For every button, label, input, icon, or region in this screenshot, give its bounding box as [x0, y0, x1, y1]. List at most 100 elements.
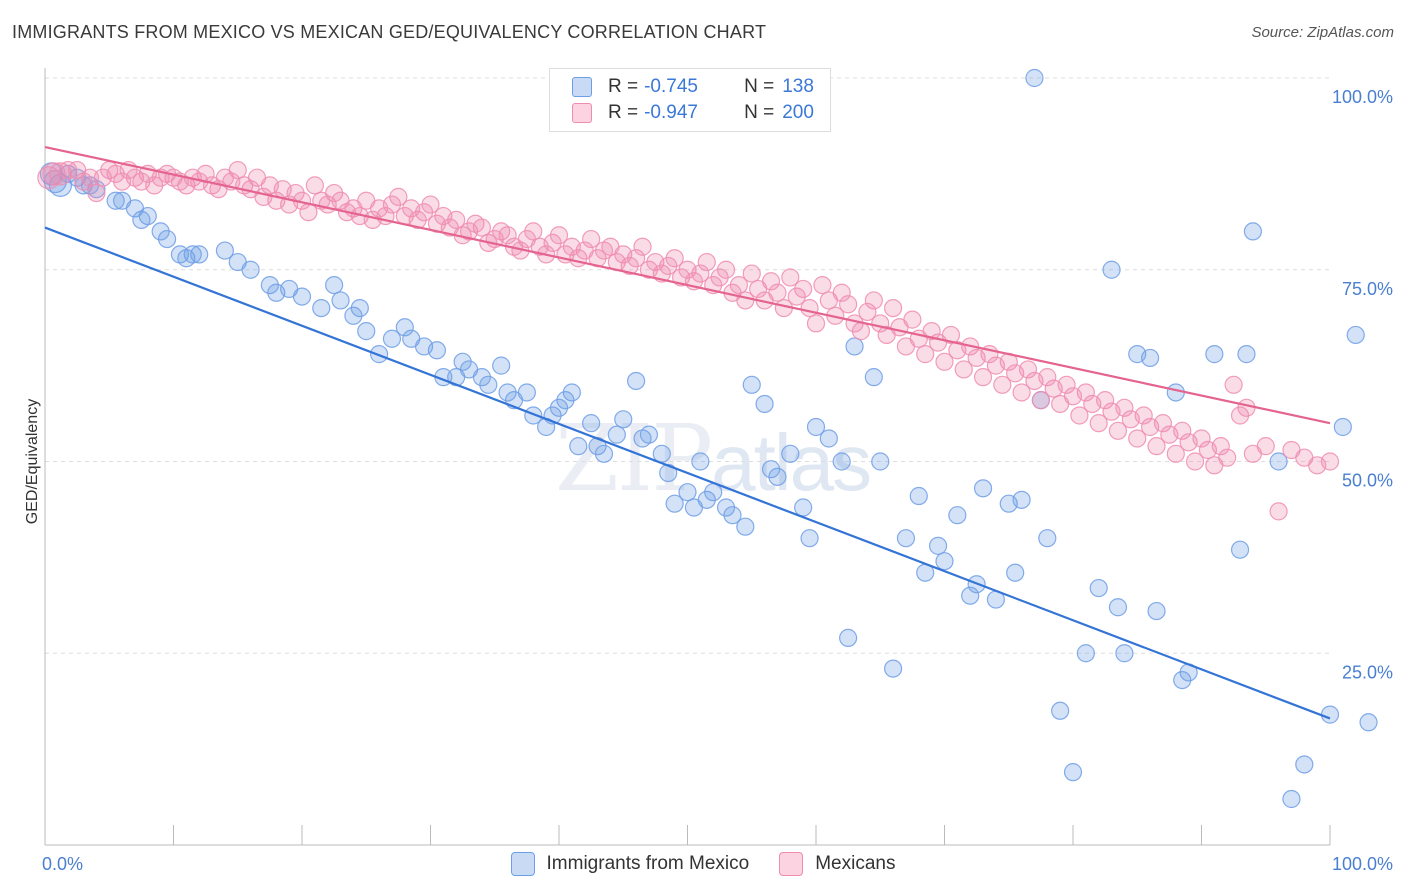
blue-swatch-icon [510, 852, 535, 876]
data-point [498, 226, 517, 245]
data-point [678, 483, 697, 502]
data-point [472, 218, 491, 237]
data-point [80, 168, 100, 187]
data-point [973, 479, 993, 498]
data-point [389, 187, 408, 206]
trend-line-mexicans [44, 145, 1331, 425]
data-point [1269, 502, 1288, 521]
stats-legend: R = -0.745 N = 138 R = -0.947 N = 200 [549, 68, 831, 132]
data-point [1115, 398, 1134, 417]
legend-label: Immigrants from Mexico [546, 853, 750, 874]
data-point [1115, 644, 1134, 663]
stats-legend-row-blue: R = -0.745 N = 138 [572, 74, 814, 100]
data-point [594, 444, 614, 463]
data-point [331, 291, 350, 310]
data-point [941, 325, 961, 345]
stats-legend-row-pink: R = -0.947 N = 200 [572, 100, 814, 126]
legend-item-immigrants[interactable]: Immigrants from Mexico [510, 852, 750, 876]
data-point [157, 229, 177, 249]
data-point [742, 264, 761, 283]
data-point [427, 341, 447, 360]
data-point [177, 249, 196, 268]
data-point [607, 425, 626, 444]
data-point [492, 356, 511, 375]
data-point [948, 506, 967, 525]
pink-swatch-icon [779, 852, 804, 876]
data-point [935, 552, 954, 571]
data-point [357, 322, 376, 341]
data-point [1147, 601, 1166, 621]
data-point [839, 628, 858, 648]
data-point [1243, 222, 1263, 241]
pink-swatch-icon [572, 103, 592, 123]
data-point [517, 383, 536, 402]
y-tick-label: 75.0% [1342, 279, 1393, 299]
data-point [582, 229, 601, 249]
chart-title: IMMIGRANTS FROM MEXICO VS MEXICAN GED/EQ… [12, 22, 767, 42]
data-point [1237, 345, 1256, 364]
data-point [1102, 260, 1121, 279]
data-point [132, 210, 151, 229]
data-point [1269, 452, 1288, 471]
data-point [1057, 375, 1076, 394]
data-point [794, 279, 813, 299]
chart-source: Source: ZipAtlas.com [1251, 24, 1394, 41]
data-point [479, 375, 498, 394]
data-point [961, 586, 980, 605]
data-point [800, 529, 819, 548]
data-point [916, 345, 935, 364]
data-point [883, 659, 903, 678]
data-point [350, 299, 369, 318]
data-point [1051, 701, 1070, 720]
data-point [228, 160, 247, 180]
data-point [1089, 414, 1108, 433]
data-point [447, 210, 466, 229]
data-point [312, 299, 331, 318]
data-point [1166, 444, 1185, 463]
y-axis-label: GED/Equivalency [24, 399, 41, 524]
data-point [241, 260, 260, 279]
data-point [1108, 421, 1128, 440]
data-point [665, 249, 684, 268]
x-tick-label: 100.0% [1332, 854, 1393, 874]
data-point [626, 249, 646, 268]
data-point [864, 368, 883, 387]
data-point [1166, 383, 1185, 402]
data-point [832, 283, 851, 302]
data-point [1237, 398, 1256, 417]
n-label: N = [744, 102, 775, 123]
data-point [382, 329, 402, 348]
data-point [395, 318, 414, 337]
data-point [761, 272, 781, 291]
series-mexicans [37, 160, 1340, 521]
data-point [1070, 406, 1089, 425]
n-label: N = [744, 76, 775, 97]
legend-item-mexicans[interactable]: Mexicans [779, 852, 895, 876]
data-point [755, 394, 774, 414]
series-legend: Immigrants from Mexico Mexicans [0, 852, 1406, 876]
watermark-zip: ZIP [555, 405, 713, 512]
r-value: -0.745 [644, 76, 698, 97]
trend-line-immigrants [44, 226, 1331, 720]
data-point [781, 268, 800, 287]
data-point [1359, 713, 1378, 732]
data-point [626, 371, 646, 391]
data-point [215, 241, 234, 260]
data-point [832, 452, 851, 471]
data-point [1128, 429, 1147, 448]
data-point [742, 375, 761, 394]
data-point [1320, 705, 1340, 724]
data-point [1256, 437, 1275, 456]
data-point [839, 295, 858, 314]
data-point [691, 264, 710, 283]
data-point [922, 322, 941, 341]
data-point [896, 529, 916, 548]
data-point [1205, 345, 1224, 364]
blue-swatch-icon [572, 77, 592, 97]
data-point [1282, 789, 1301, 809]
data-point [723, 506, 742, 525]
data-point [935, 352, 954, 371]
data-point [864, 291, 883, 310]
data-point [421, 195, 440, 214]
